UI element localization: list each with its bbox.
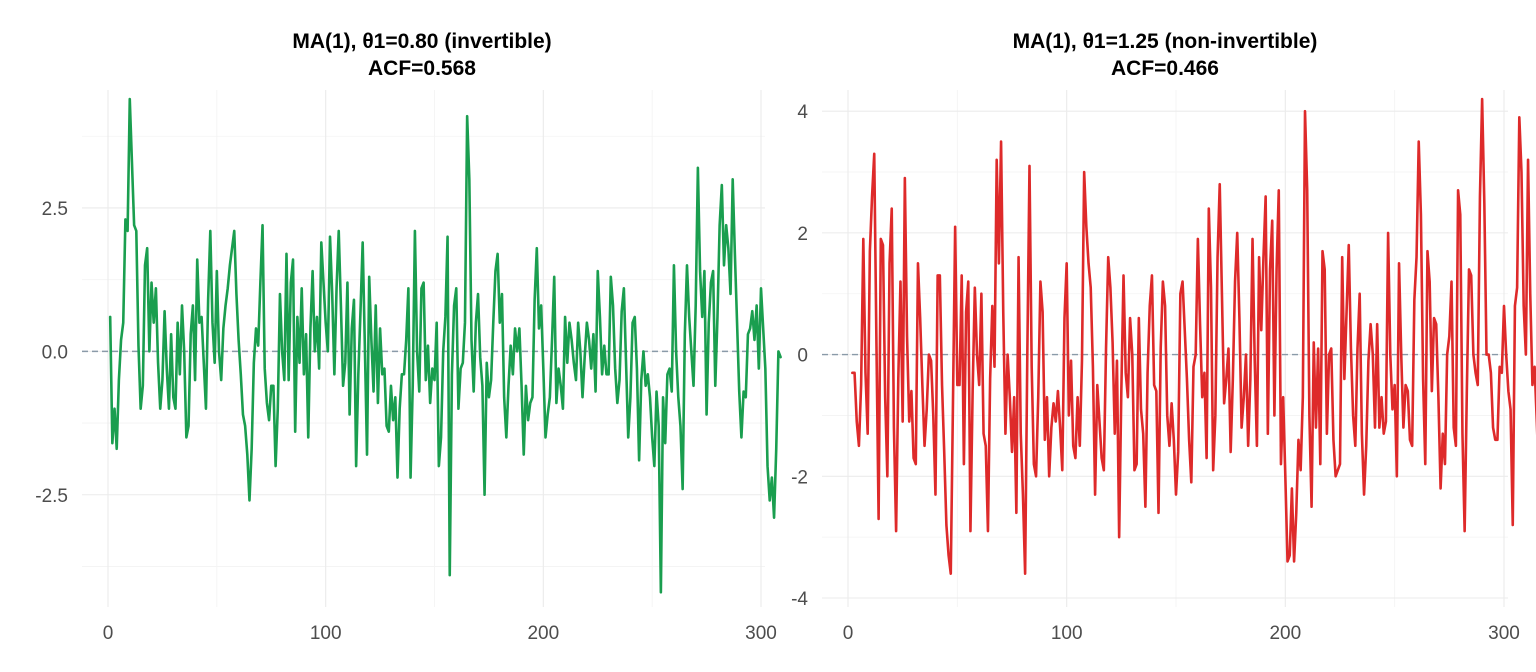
- x-tick-label: 100: [310, 623, 342, 644]
- x-tick-label: 100: [1051, 623, 1083, 644]
- x-tick-label: 0: [103, 623, 114, 644]
- x-tick-label: 300: [1488, 623, 1520, 644]
- left-panel-ma1-invertible: MA(1), θ1=0.80 (invertible) ACF=0.568 0…: [35, 30, 780, 644]
- y-tick-label: 2.5: [42, 199, 68, 220]
- x-tick-label: 0: [843, 623, 854, 644]
- y-tick-label: -2: [791, 467, 808, 488]
- y-tick-label: 0.0: [42, 342, 68, 363]
- right-panel-ma1-non-invertible: MA(1), θ1=1.25 (non-invertible) ACF=0.4…: [791, 30, 1536, 644]
- y-tick-label: -2.5: [35, 486, 68, 507]
- x-tick-label: 200: [527, 623, 559, 644]
- x-tick-label: 200: [1269, 623, 1301, 644]
- series-line: [852, 99, 1536, 574]
- x-tick-label: 300: [745, 623, 777, 644]
- right-panel-subtitle: ACF=0.466: [1111, 57, 1219, 80]
- y-tick-label: 0: [797, 346, 808, 367]
- y-tick-label: -4: [791, 589, 808, 610]
- y-tick-label: 2: [797, 224, 808, 245]
- series-line: [110, 99, 780, 592]
- left-panel-title: MA(1), θ1=0.80 (invertible): [292, 30, 551, 53]
- y-tick-label: 4: [797, 102, 808, 123]
- right-panel-title: MA(1), θ1=1.25 (non-invertible): [1013, 30, 1318, 53]
- left-panel-subtitle: ACF=0.568: [368, 57, 476, 80]
